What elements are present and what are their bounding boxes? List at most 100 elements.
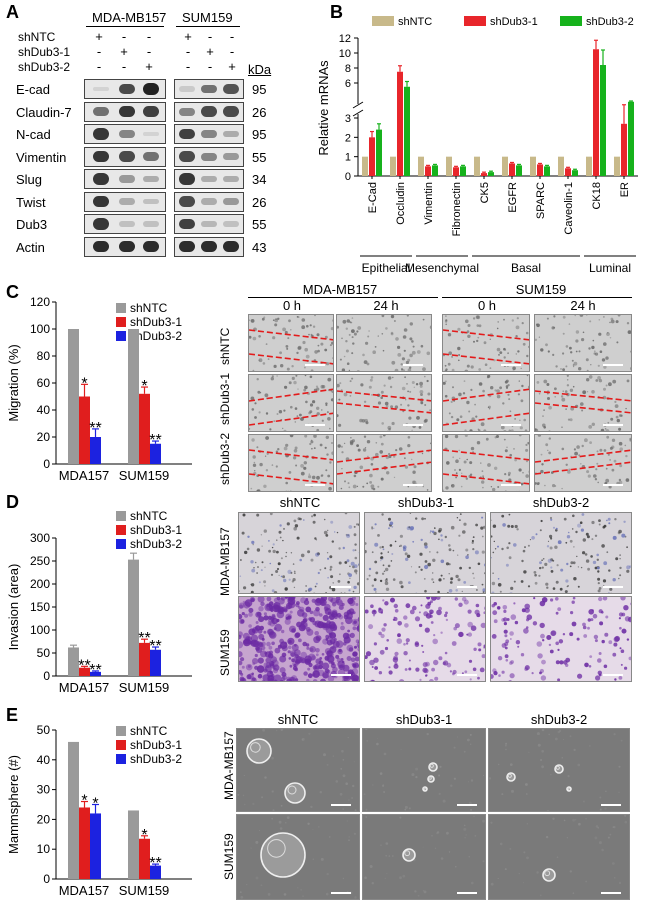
cell [317, 349, 320, 353]
y-tick-label: 0 [43, 669, 50, 683]
cell [323, 606, 329, 612]
cell [624, 444, 627, 447]
cell [271, 589, 275, 593]
x-tick-label: SUM159 [119, 468, 170, 483]
cell [351, 336, 354, 339]
cell [356, 485, 359, 488]
cell [513, 448, 515, 450]
cell [250, 560, 254, 564]
cell [324, 348, 328, 352]
cell [380, 390, 384, 394]
cell [379, 649, 385, 655]
sphere-inner [287, 785, 297, 795]
cell [339, 792, 343, 796]
scratch-line [249, 388, 333, 402]
cell [555, 365, 558, 368]
cell [374, 346, 377, 348]
cell [280, 676, 286, 681]
cell [247, 673, 254, 680]
cell [381, 315, 385, 318]
cell [577, 523, 582, 528]
cell [515, 640, 521, 645]
cell [369, 473, 373, 478]
cell [563, 517, 567, 521]
cell [252, 463, 257, 467]
cell [510, 586, 514, 590]
cell [503, 609, 507, 613]
cell [419, 390, 424, 394]
cell [623, 371, 625, 372]
cell [381, 572, 385, 575]
cell [352, 784, 355, 788]
cell [573, 361, 578, 366]
cell [372, 487, 376, 491]
cell [287, 337, 290, 340]
cell [329, 555, 333, 559]
significance-mark: ** [149, 855, 161, 872]
cell [577, 585, 580, 588]
cell [482, 486, 484, 489]
cell [438, 527, 443, 532]
cell [427, 392, 431, 396]
cell [255, 646, 260, 651]
micro-texture [364, 815, 485, 899]
wb-band [93, 150, 109, 163]
cell [409, 337, 413, 341]
bar [537, 164, 543, 176]
cell [290, 552, 293, 554]
cell [482, 860, 485, 863]
cell [304, 347, 308, 352]
cell [388, 527, 390, 530]
cell [551, 326, 555, 330]
bar [369, 137, 375, 176]
cell [301, 737, 305, 741]
sphere-inner [267, 839, 286, 858]
cell [307, 550, 311, 554]
cell [346, 533, 351, 538]
cell [591, 520, 595, 525]
legend-swatch [116, 740, 126, 750]
cell [284, 330, 288, 334]
cell [555, 611, 559, 615]
cell [255, 840, 259, 844]
cell [471, 417, 475, 421]
cell [261, 680, 265, 681]
cell [354, 549, 357, 552]
cell [330, 520, 334, 524]
cell [386, 639, 389, 642]
cell [573, 546, 575, 548]
cell [275, 570, 279, 573]
cell [469, 733, 472, 736]
cell [505, 659, 509, 662]
cell [582, 622, 586, 627]
cell [322, 638, 329, 645]
cell [307, 822, 310, 825]
cell [377, 401, 382, 405]
cell [324, 567, 327, 570]
cell [504, 634, 508, 638]
cell [464, 670, 468, 674]
cell [252, 677, 256, 681]
cell [450, 578, 453, 581]
cell [614, 404, 619, 408]
cell [252, 543, 254, 546]
cell [342, 774, 346, 778]
cell [376, 742, 379, 746]
bar [530, 156, 536, 176]
cell [520, 580, 524, 583]
cell [239, 634, 242, 640]
cell [400, 403, 403, 406]
cell [261, 796, 264, 799]
cell [357, 647, 359, 652]
cell [626, 565, 631, 570]
cell [425, 674, 428, 677]
cell [484, 363, 488, 366]
cell [404, 668, 408, 671]
cell [607, 332, 609, 334]
cell [447, 333, 452, 337]
cell [454, 435, 459, 439]
cell [390, 331, 394, 335]
cell [453, 777, 456, 780]
y-tick-label: 250 [30, 554, 50, 568]
cell [504, 380, 508, 384]
